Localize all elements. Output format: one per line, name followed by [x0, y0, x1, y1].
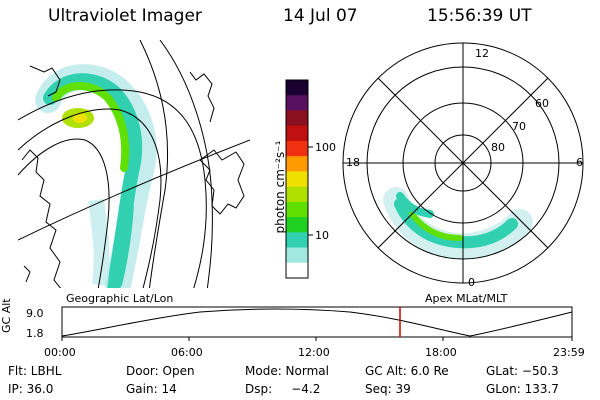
- filter-readout: Flt: LBHL: [8, 364, 62, 378]
- polar-grid: [342, 42, 584, 284]
- mlt-6-label: 6: [576, 156, 583, 169]
- timeline-tick-2359: 23:59: [553, 346, 585, 359]
- timeline-tick-0600: 06:00: [171, 346, 203, 359]
- timeline-ymax: 9.0: [26, 307, 44, 320]
- gain-readout: Gain: 14: [126, 382, 177, 396]
- aurora-emission-left: [35, 64, 157, 288]
- gc-alt-readout: GC Alt: 6.0 Re: [365, 364, 449, 378]
- apex-caption: Apex MLat/MLT: [425, 292, 508, 305]
- colorbar-band: [286, 125, 308, 142]
- timeline-ylabel: GC Alt: [0, 298, 13, 333]
- colorbar-band: [286, 232, 308, 249]
- colorbar-band: [286, 140, 308, 157]
- colorbar-band: [286, 95, 308, 111]
- colorbar-band: [286, 171, 308, 188]
- date-label: 14 Jul 07: [283, 6, 358, 26]
- colorbar-tick-10: 10: [315, 229, 329, 242]
- colorbar-unit-label: photon cm⁻²s⁻¹: [273, 140, 287, 234]
- mlt-0-label: 0: [468, 276, 475, 289]
- colorbar-band: [286, 186, 308, 203]
- glat-readout: GLat: −50.3: [486, 364, 559, 378]
- time-label: 15:56:39 UT: [427, 6, 532, 26]
- timeline-tick-1200: 12:00: [298, 346, 330, 359]
- geographic-caption: Geographic Lat/Lon: [66, 292, 174, 305]
- polar-plot: [342, 42, 584, 284]
- ip-readout: IP: 36.0: [8, 382, 54, 396]
- mlat-70-label: 70: [512, 120, 526, 133]
- mlt-18-label: 18: [346, 156, 360, 169]
- glon-readout: GLon: 133.7: [486, 382, 559, 396]
- aurora-emission-polar: [383, 187, 533, 260]
- coastline: [21, 65, 245, 288]
- colorbar-tick-100: 100: [315, 141, 336, 154]
- timeline-tick-0000: 00:00: [44, 346, 76, 359]
- timeline-tick-1800: 18:00: [425, 346, 457, 359]
- mlat-80-label: 80: [491, 141, 505, 154]
- mode-readout: Mode: Normal: [245, 364, 329, 378]
- colorbar-band: [286, 262, 308, 279]
- mlat-60-label: 60: [535, 97, 549, 110]
- altitude-curve: [61, 308, 573, 337]
- color-scale-bar: [285, 79, 313, 279]
- colorbar-band: [286, 156, 308, 172]
- altitude-timeline: [61, 306, 573, 341]
- colorbar-band: [286, 80, 308, 96]
- timeline-ymin: 1.8: [26, 327, 44, 340]
- geographic-map: [18, 40, 250, 288]
- door-readout: Door: Open: [126, 364, 195, 378]
- colorbar-band: [286, 201, 308, 218]
- seq-readout: Seq: 39: [365, 382, 411, 396]
- dsp-readout: Dsp: −4.2: [245, 382, 321, 396]
- colorbar-band: [286, 247, 308, 264]
- app-title: Ultraviolet Imager: [48, 6, 202, 26]
- colorbar-band: [286, 110, 308, 127]
- mlt-12-label: 12: [475, 47, 489, 60]
- colorbar-band: [286, 217, 308, 233]
